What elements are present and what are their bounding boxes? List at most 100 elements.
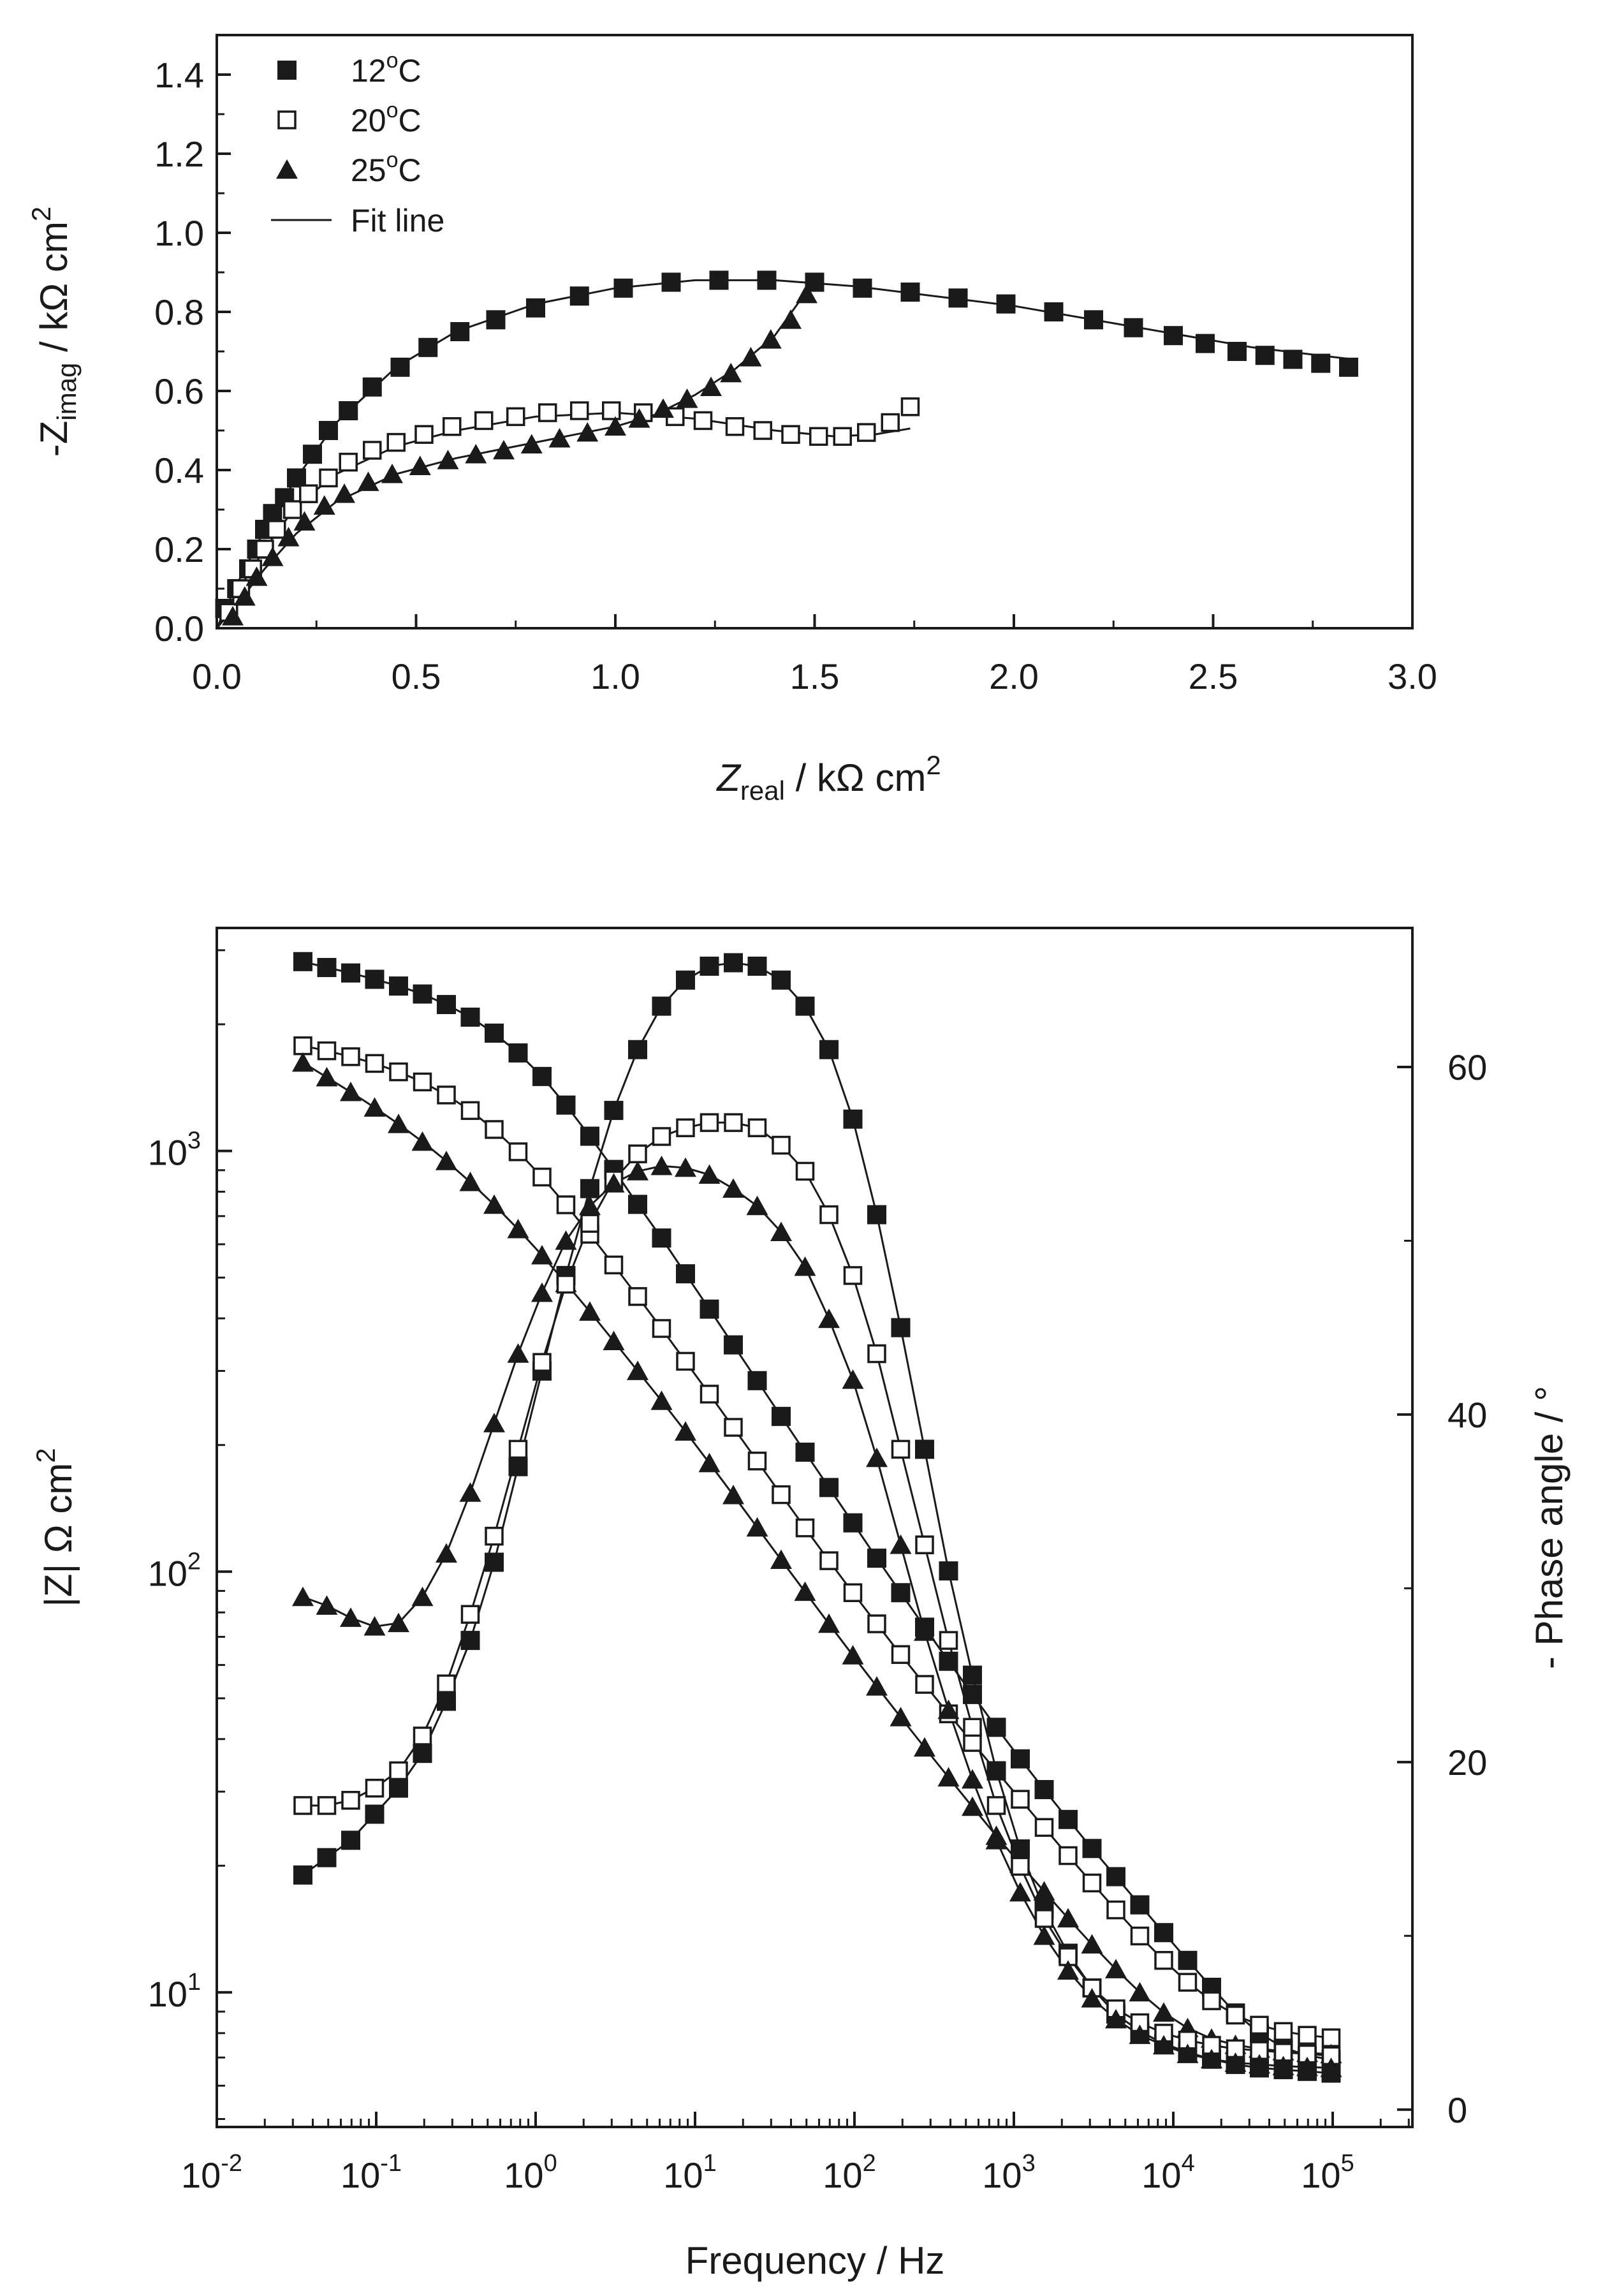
- bode-left-tick-exp: 3: [187, 1128, 201, 1154]
- bode-point-phase-12-c: [508, 1457, 528, 1476]
- nyquist-point-20-c: [506, 407, 525, 427]
- bode-left-tick-exp: 1: [187, 1969, 201, 1996]
- bode-x-tick-exp: 4: [1182, 2150, 1195, 2177]
- bode-point--z-12-c: [508, 1043, 528, 1063]
- legend-marker-open-square: [277, 110, 297, 129]
- bode-point--z-20-c: [747, 1452, 767, 1471]
- bode-point--z-25-c: [316, 1066, 338, 1087]
- bode-point-phase-25-c: [698, 1164, 721, 1184]
- nyquist-y-tick-label: 1.2: [154, 134, 204, 174]
- bode-point-phase-25-c: [603, 1173, 625, 1193]
- bode-point-phase-25-c: [818, 1308, 840, 1328]
- bode-point--z-20-c: [1202, 1991, 1221, 2010]
- legend-label-text: 25: [351, 152, 386, 188]
- legend-unit: C: [399, 103, 421, 138]
- bode-x-tick-label: 103: [982, 2150, 1035, 2195]
- nyquist-point-25-c: [381, 463, 403, 483]
- bode-point--z-12-c: [317, 958, 337, 978]
- bode-point-phase-25-c: [363, 1616, 386, 1636]
- nyquist-data-points: [215, 270, 1358, 626]
- bode-point-phase-25-c: [770, 1221, 792, 1242]
- bode-point-phase-25-c: [1081, 1988, 1103, 2008]
- bode-x-axis-title: Frequency / Hz: [685, 2239, 945, 2282]
- nyquist-point-20-c: [299, 484, 318, 503]
- bode-point-phase-25-c: [579, 1195, 601, 1216]
- nyquist-point-25-c: [759, 329, 782, 349]
- bode-point-phase-12-c: [580, 1179, 599, 1198]
- bode-point--z-25-c: [531, 1244, 553, 1265]
- bode-point-phase-25-c: [675, 1157, 696, 1177]
- nyquist-x-tick-label: 0.5: [392, 656, 441, 696]
- bode-point--z-25-c: [914, 1737, 935, 1757]
- bode-point--z-12-c: [1034, 1779, 1054, 1799]
- bode-point--z-20-c: [1250, 2015, 1269, 2035]
- bode-point-phase-25-c: [866, 1447, 888, 1468]
- nyquist-point-12-c: [1164, 326, 1183, 346]
- nyquist-point-25-c: [796, 283, 817, 304]
- nyquist-point-12-c: [1255, 346, 1275, 365]
- bode-right-tick-label: 60: [1447, 1047, 1487, 1087]
- bode-point-phase-25-c: [746, 1195, 768, 1216]
- nyquist-point-25-c: [409, 455, 431, 476]
- bode-point--z-20-c: [1226, 2005, 1245, 2025]
- bode-x-tick-base: 10: [1301, 2155, 1340, 2195]
- bode-point--z-20-c: [795, 1518, 815, 1538]
- bode-point--z-25-c: [937, 1767, 960, 1787]
- bode-point-phase-12-c: [1011, 1839, 1030, 1859]
- bode-point--z-12-c: [556, 1095, 576, 1115]
- legend-degree-sup: o: [386, 98, 399, 122]
- bode-point--z-20-c: [437, 1085, 456, 1105]
- nyquist-point-12-c: [569, 286, 589, 306]
- nyquist-point-25-c: [652, 398, 674, 418]
- nyquist-x-tick-label: 1.5: [790, 656, 840, 696]
- bode-point-phase-20-c: [843, 1266, 863, 1285]
- bode-x-tick-exp: -1: [380, 2150, 402, 2177]
- bode-point--z-12-c: [891, 1583, 911, 1603]
- nyquist-point-20-c: [570, 401, 589, 420]
- nyquist-y-tick-label: 0.2: [154, 529, 204, 570]
- nyquist-point-20-c: [900, 397, 920, 416]
- bode-point-phase-25-c: [890, 1534, 912, 1554]
- legend-label: 25oC: [351, 148, 421, 188]
- bode-point--z-20-c: [1178, 1973, 1198, 1992]
- bode-x-tick-base: 10: [823, 2155, 862, 2195]
- bode-point-phase-12-c: [437, 1691, 456, 1711]
- nyquist-point-25-c: [720, 362, 742, 383]
- bode-point-phase-12-c: [986, 1761, 1006, 1781]
- nyquist-point-12-c: [1227, 342, 1247, 361]
- bode-point-phase-20-c: [652, 1127, 671, 1146]
- nyquist-point-12-c: [390, 357, 410, 377]
- legend-degree-sup: o: [386, 48, 399, 73]
- bode-point--z-20-c: [1059, 1846, 1078, 1866]
- bode-point--z-20-c: [1273, 2022, 1293, 2042]
- nyquist-point-25-c: [520, 434, 543, 453]
- bode-right-axis-title: - Phase angle / °: [1528, 1386, 1571, 1669]
- nyquist-point-12-c: [526, 298, 545, 318]
- bode-point--z-25-c: [411, 1131, 434, 1151]
- bode-point-phase-12-c: [843, 1109, 863, 1129]
- bode-point--z-20-c: [724, 1418, 743, 1437]
- bode-point-phase-20-c: [628, 1144, 647, 1163]
- bode-point--z-25-c: [675, 1421, 696, 1441]
- nyquist-x-tick-label: 2.0: [989, 656, 1039, 696]
- bode-right-tick-label: 40: [1447, 1395, 1487, 1435]
- bode-point-phase-20-c: [389, 1761, 408, 1781]
- nyquist-point-25-c: [245, 566, 268, 586]
- bode-point--z-12-c: [580, 1126, 599, 1146]
- nyquist-point-25-c: [293, 511, 316, 531]
- nyquist-point-25-c: [493, 439, 515, 460]
- nyquist-point-12-c: [1283, 350, 1303, 369]
- bode-point--z-20-c: [1106, 1900, 1125, 1920]
- bode-point--z-12-c: [460, 1007, 480, 1027]
- bode-point-phase-12-c: [700, 956, 719, 976]
- bode-point--z-12-c: [413, 984, 432, 1004]
- bode-point-phase-20-c: [819, 1205, 839, 1225]
- legend-label: 12oC: [351, 48, 421, 89]
- bode-point--z-25-c: [1081, 1934, 1103, 1954]
- nyquist-y-tick-label: 1.0: [154, 213, 204, 253]
- bode-point--z-20-c: [1130, 1926, 1150, 1946]
- bode-point-phase-20-c: [437, 1674, 456, 1693]
- bode-point--z-20-c: [819, 1551, 839, 1570]
